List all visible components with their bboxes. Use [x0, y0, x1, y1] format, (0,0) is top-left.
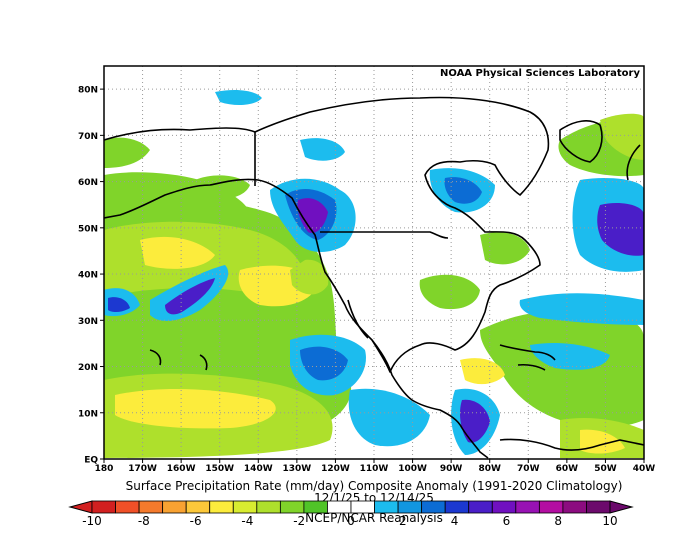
colorbar-swatch — [350, 500, 375, 514]
colorbar-swatch — [185, 500, 211, 514]
lon-tick-label: 70W — [517, 464, 540, 474]
colorbar-max-arrow — [609, 500, 634, 514]
lon-tick-label: 50W — [594, 464, 617, 474]
colorbar-swatch — [115, 500, 140, 514]
colorbar-label: -10 — [82, 514, 102, 528]
colorbar-swatch — [586, 500, 611, 514]
colorbar-label: -6 — [190, 514, 202, 528]
lon-tick-label: 160W — [167, 464, 196, 474]
dataset-label: NCEP/NCAR Reanalysis — [305, 511, 443, 525]
map-grid — [104, 66, 644, 459]
colorbar — [68, 500, 634, 514]
colorbar-swatch — [491, 500, 517, 514]
lon-tick-label: 60W — [556, 464, 579, 474]
colorbar-label: 6 — [503, 514, 511, 528]
lat-tick-label: 40N — [78, 271, 98, 281]
lon-tick-label: 110W — [360, 464, 389, 474]
lon-tick-label: 80W — [478, 464, 501, 474]
colorbar-swatch — [562, 500, 587, 514]
colorbar-label: 0 — [347, 514, 355, 528]
colorbar-swatch — [515, 500, 540, 514]
anomaly-shading — [104, 90, 644, 458]
coastlines — [104, 96, 644, 459]
colorbar-swatch — [279, 500, 305, 514]
colorbar-label: 10 — [602, 514, 617, 528]
colorbar-swatch — [209, 500, 234, 514]
lon-tick-label: 170W — [128, 464, 157, 474]
colorbar-swatch — [327, 500, 352, 514]
lat-tick-label: 50N — [78, 224, 98, 234]
lat-tick-label: 70N — [78, 132, 98, 142]
lon-tick-label: 90W — [440, 464, 463, 474]
colorbar-label: 2 — [399, 514, 407, 528]
lat-tick-label: 30N — [78, 317, 98, 327]
lon-tick-label: 40W — [633, 464, 656, 474]
lon-tick-label: 150W — [205, 464, 234, 474]
lon-tick-label: 130W — [282, 464, 311, 474]
colorbar-swatch — [256, 500, 281, 514]
credit-label: NOAA Physical Sciences Laboratory — [440, 68, 641, 79]
lon-tick-label: 120W — [321, 464, 350, 474]
lat-tick-label: 20N — [78, 363, 98, 373]
colorbar-swatch — [162, 500, 187, 514]
lon-tick-label: 100W — [398, 464, 427, 474]
colorbar-swatch — [468, 500, 493, 514]
colorbar-swatch — [303, 500, 328, 514]
colorbar-label: -2 — [293, 514, 305, 528]
lon-tick-label: 180 — [95, 464, 114, 474]
colorbar-label: -4 — [241, 514, 253, 528]
colorbar-labels: -10 -8 -6 -4 -2 0 2 4 6 8 10 — [82, 514, 617, 528]
colorbar-swatch — [374, 500, 399, 514]
colorbar-min-arrow — [68, 500, 93, 514]
colorbar-label: -8 — [138, 514, 150, 528]
colorbar-swatch — [138, 500, 164, 514]
colorbar-swatch — [91, 500, 116, 514]
lat-tick-label: EQ — [84, 456, 98, 466]
colorbar-swatch — [397, 500, 423, 514]
map-title: Surface Precipitation Rate (mm/day) Comp… — [126, 479, 623, 493]
colorbar-label: 4 — [451, 514, 459, 528]
lat-tick-label: 60N — [78, 178, 98, 188]
lon-tick-label: 140W — [244, 464, 273, 474]
colorbar-swatch — [421, 500, 446, 514]
colorbar-swatch — [232, 500, 258, 514]
colorbar-swatch — [444, 500, 470, 514]
lat-tick-label: 80N — [78, 86, 98, 96]
longitude-labels: 180 170W 160W 150W 140W 130W 120W 110W 100W 90W 80… — [95, 459, 656, 474]
lat-tick-label: 10N — [78, 409, 98, 419]
latitude-labels: 80N 70N 60N 50N 40N 30N 20N 10N EQ — [78, 86, 104, 466]
colorbar-swatch — [538, 500, 564, 514]
colorbar-label: 8 — [554, 514, 562, 528]
